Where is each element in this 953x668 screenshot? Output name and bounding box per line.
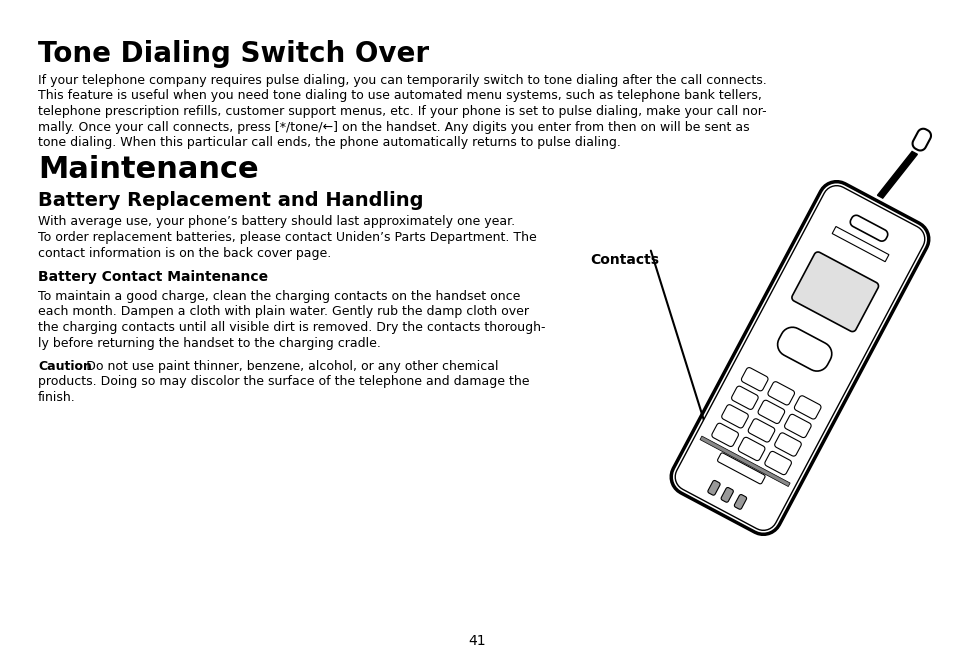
Polygon shape	[734, 494, 746, 509]
Polygon shape	[912, 129, 930, 150]
Polygon shape	[777, 327, 831, 371]
Polygon shape	[731, 386, 758, 409]
Text: : Do not use paint thinner, benzene, alcohol, or any other chemical: : Do not use paint thinner, benzene, alc…	[78, 360, 498, 373]
Text: tone dialing. When this particular call ends, the phone automatically returns to: tone dialing. When this particular call …	[38, 136, 620, 149]
Text: the charging contacts until all visible dirt is removed. Dry the contacts thorou: the charging contacts until all visible …	[38, 321, 545, 334]
Text: Contacts: Contacts	[589, 253, 659, 267]
Polygon shape	[831, 226, 888, 262]
Polygon shape	[849, 215, 887, 241]
Polygon shape	[721, 405, 747, 428]
Text: Maintenance: Maintenance	[38, 156, 258, 184]
Text: Caution: Caution	[38, 360, 91, 373]
Polygon shape	[740, 367, 767, 391]
Text: This feature is useful when you need tone dialing to use automated menu systems,: This feature is useful when you need ton…	[38, 90, 761, 102]
Text: products. Doing so may discolor the surface of the telephone and damage the: products. Doing so may discolor the surf…	[38, 375, 529, 389]
Text: To order replacement batteries, please contact Uniden’s Parts Department. The: To order replacement batteries, please c…	[38, 231, 537, 244]
Polygon shape	[738, 438, 764, 460]
Polygon shape	[758, 400, 783, 424]
Polygon shape	[711, 424, 738, 446]
Polygon shape	[783, 414, 810, 438]
Text: 41: 41	[468, 634, 485, 648]
Text: ly before returning the handset to the charging cradle.: ly before returning the handset to the c…	[38, 337, 380, 349]
Text: Battery Replacement and Handling: Battery Replacement and Handling	[38, 192, 423, 210]
Polygon shape	[791, 252, 878, 331]
Polygon shape	[717, 453, 764, 484]
Text: If your telephone company requires pulse dialing, you can temporarily switch to : If your telephone company requires pulse…	[38, 74, 766, 87]
Text: Battery Contact Maintenance: Battery Contact Maintenance	[38, 270, 268, 284]
Text: finish.: finish.	[38, 391, 75, 404]
Polygon shape	[700, 436, 789, 486]
Text: each month. Dampen a cloth with plain water. Gently rub the damp cloth over: each month. Dampen a cloth with plain wa…	[38, 305, 529, 319]
Text: Tone Dialing Switch Over: Tone Dialing Switch Over	[38, 40, 429, 68]
Polygon shape	[671, 182, 927, 534]
Polygon shape	[675, 186, 923, 530]
Polygon shape	[877, 152, 917, 198]
Polygon shape	[720, 488, 733, 502]
Text: With average use, your phone’s battery should last approximately one year.: With average use, your phone’s battery s…	[38, 216, 515, 228]
Polygon shape	[764, 452, 791, 475]
Polygon shape	[774, 433, 801, 456]
Polygon shape	[767, 381, 794, 405]
Polygon shape	[747, 419, 774, 442]
Text: telephone prescription refills, customer support menus, etc. If your phone is se: telephone prescription refills, customer…	[38, 105, 766, 118]
Text: contact information is on the back cover page.: contact information is on the back cover…	[38, 246, 331, 259]
Text: mally. Once your call connects, press [*/tone/←] on the handset. Any digits you : mally. Once your call connects, press [*…	[38, 120, 749, 134]
Text: To maintain a good charge, clean the charging contacts on the handset once: To maintain a good charge, clean the cha…	[38, 290, 519, 303]
Polygon shape	[794, 395, 821, 419]
Polygon shape	[707, 480, 720, 495]
